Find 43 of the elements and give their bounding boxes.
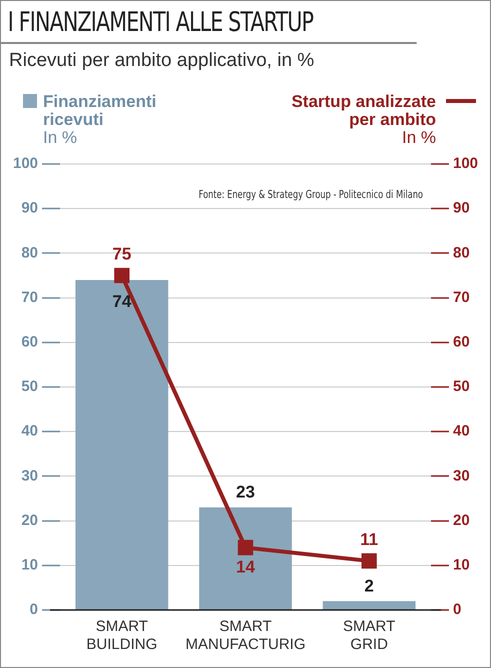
y2-tick-label: 20 <box>452 512 470 529</box>
x-tick-label: SMART BUILDING <box>86 618 158 654</box>
y-tick-label: 30 <box>21 467 38 484</box>
point <box>238 540 254 556</box>
y2-tick-label: 0 <box>452 601 462 618</box>
chart-subtitle: Ricevuti per ambito applicativo, in % <box>8 49 316 73</box>
y2-axis-title: In % <box>400 128 436 147</box>
legend-label: Finanziamenti ricevuti <box>43 92 156 129</box>
y-tick-label: 20 <box>21 512 38 529</box>
y2-tick-label: 80 <box>452 244 470 262</box>
y2-tick-label: 60 <box>452 334 470 351</box>
y-tick-label: 90 <box>21 200 38 217</box>
y-tick-label: 70 <box>21 288 38 306</box>
y-tick-label: 100 <box>12 155 38 172</box>
annotation: Fonte: Energy & Strategy Group - Politecnico di Milano <box>198 189 424 202</box>
data-label: 14 <box>236 558 256 577</box>
data-label: 74 <box>112 292 132 312</box>
y-tick-label: 10 <box>21 556 38 574</box>
y-tick-label: 60 <box>21 334 38 351</box>
bar <box>199 507 292 610</box>
y2-tick-label: 40 <box>452 422 470 440</box>
y2-tick-label: 100 <box>452 155 478 172</box>
chart-title: I FINANZIAMENTI ALLE STARTUP <box>1 1 417 44</box>
data-label: 23 <box>236 482 255 502</box>
point <box>361 553 377 569</box>
y-tick-label: 50 <box>21 378 38 396</box>
bar <box>322 601 416 610</box>
y2-tick-label: 70 <box>452 288 470 306</box>
point <box>114 268 130 284</box>
y-tick-label: 80 <box>21 244 38 262</box>
data-label: 2 <box>364 576 374 596</box>
y2-tick-label: 30 <box>452 467 470 484</box>
y2-tick-label: 90 <box>452 200 470 217</box>
data-label: 75 <box>112 244 132 264</box>
y-axis-title: In % <box>43 128 78 147</box>
text: Startup analizzate per ambito <box>291 92 436 129</box>
x-tick-label: SMART GRID <box>343 618 396 654</box>
x-tick-label: SMART MANUFACTURIG <box>186 618 306 654</box>
y2-tick-label: 50 <box>452 378 470 396</box>
y-tick-label: 0 <box>30 601 38 618</box>
y-tick-label: 40 <box>21 422 38 440</box>
y2-tick-label: 10 <box>452 556 470 574</box>
data-label: 11 <box>360 530 378 550</box>
